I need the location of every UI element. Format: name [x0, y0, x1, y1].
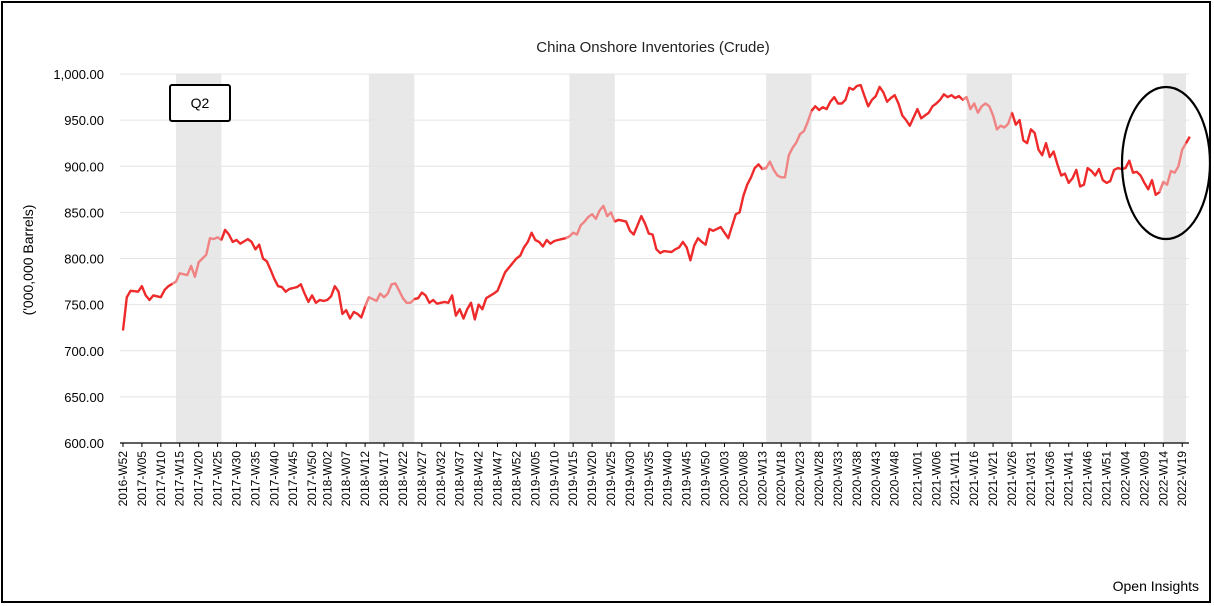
x-tick-label: 2016-W52 [116, 451, 130, 507]
x-tick-label: 2022-W04 [1118, 451, 1132, 507]
x-tick-label: 2017-W10 [154, 451, 168, 507]
x-tick-label: 2017-W15 [173, 451, 187, 507]
x-tick-label: 2021-W41 [1062, 451, 1076, 507]
x-tick-label: 2021-W16 [967, 451, 981, 507]
y-tick-label: 1,000.00 [53, 67, 104, 82]
x-tick-label: 2017-W50 [305, 451, 319, 507]
x-tick-label: 2020-W08 [736, 451, 750, 507]
series-line-segment-11 [1158, 136, 1191, 193]
x-tick-label: 2018-W47 [491, 451, 505, 507]
y-tick-label: 700.00 [64, 344, 104, 359]
y-tick-label: 950.00 [64, 113, 104, 128]
series-line-segment-1 [171, 229, 227, 285]
x-tick-label: 2019-W40 [661, 451, 675, 507]
x-tick-label: 2017-W25 [211, 451, 225, 507]
highlight-ellipse [1120, 85, 1209, 241]
x-tick-label: 2021-W46 [1081, 451, 1095, 507]
series-line-segment-5 [565, 204, 620, 240]
x-tick-label: 2021-W21 [986, 451, 1000, 507]
x-tick-label: 2020-W33 [831, 451, 845, 507]
x-tick-label: 2018-W17 [377, 451, 391, 507]
x-tick-label: 2019-W25 [604, 451, 618, 507]
x-tick-label: 2022-W09 [1137, 451, 1151, 507]
x-tick-label: 2020-W43 [869, 451, 883, 507]
x-tick-label: 2020-W48 [888, 451, 902, 507]
series-line-segment-9 [962, 95, 1017, 131]
x-tick-label: 2017-W05 [135, 451, 149, 507]
line-chart: 600.00 650.00 700.00 750.00 800.00 850.00 900.… [20, 39, 1209, 594]
x-tick-label: 2019-W05 [528, 451, 542, 507]
series-line-segment-4 [414, 231, 570, 321]
x-tick-label: 2017-W30 [229, 451, 243, 507]
x-tick-label: 2021-W51 [1100, 451, 1114, 507]
x-tick-label: 2018-W22 [396, 451, 410, 507]
series-line-segment-6 [614, 163, 767, 262]
x-tick-label: 2018-W02 [320, 451, 334, 507]
x-tick-label: 2022-W14 [1156, 451, 1170, 507]
x-tick-label: 2019-W30 [623, 451, 637, 507]
x-tick-label: 2020-W23 [793, 451, 807, 507]
x-tick-label: 2020-W28 [812, 451, 826, 507]
x-tick-label: 2019-W35 [642, 451, 656, 507]
y-tick-label: 750.00 [64, 298, 104, 313]
x-tick-label: 2021-W01 [910, 451, 924, 507]
x-tick-label: 2017-W20 [192, 451, 206, 507]
y-axis-ticks: 600.00 650.00 700.00 750.00 800.00 850.00 900.… [53, 67, 104, 451]
x-tick-label: 2021-W36 [1043, 451, 1057, 507]
x-tick-label: 2020-W38 [850, 451, 864, 507]
x-tick-label: 2021-W11 [948, 451, 962, 506]
chart-title: China Onshore Inventories (Crude) [536, 39, 769, 56]
series-line-segment-0 [121, 280, 177, 331]
x-tick-label: 2022-W19 [1175, 451, 1189, 507]
annotations: Q2 [169, 84, 1209, 241]
series-line-segment-7 [762, 105, 817, 179]
y-tick-label: 850.00 [64, 205, 104, 220]
x-tick-label: 2017-W40 [267, 451, 281, 507]
x-tick-label: 2020-W03 [717, 451, 731, 507]
x-tick-label: 2019-W20 [585, 451, 599, 507]
x-axis: 2016-W52 2017-W05 2017-W10 2017-W15 2017-W20… [116, 442, 1189, 507]
source-label: Open Insights [1113, 578, 1199, 594]
x-tick-label: 2019-W15 [566, 451, 580, 507]
x-tick-label: 2021-W26 [1005, 451, 1019, 507]
x-tick-label: 2019-W10 [547, 451, 561, 507]
y-tick-label: 900.00 [64, 159, 104, 174]
q2-annotation-label: Q2 [191, 95, 210, 111]
x-tick-label: 2018-W12 [358, 451, 372, 507]
series-line-segment-8 [810, 83, 968, 127]
y-tick-label: 650.00 [64, 390, 104, 405]
x-tick-label: 2019-W45 [680, 451, 694, 507]
x-tick-label: 2017-W45 [286, 451, 300, 507]
x-tick-label: 2018-W27 [415, 451, 429, 507]
x-tick-label: 2021-W06 [929, 451, 943, 507]
x-tick-label: 2021-W31 [1024, 451, 1038, 507]
x-tick-label: 2018-W37 [453, 451, 467, 507]
x-tick-label: 2018-W52 [509, 451, 523, 507]
q2-annotation-box [169, 84, 231, 122]
x-tick-label: 2018-W32 [434, 451, 448, 507]
x-tick-label: 2018-W07 [339, 451, 353, 507]
series-line-segment-3 [363, 282, 419, 307]
y-tick-label: 600.00 [64, 436, 104, 451]
y-axis-label: ('000,000 Barrels) [20, 205, 36, 316]
series-lines [121, 83, 1191, 331]
series-line-segment-2 [220, 228, 371, 320]
series-line-segment-10 [1010, 112, 1165, 197]
y-tick-label: 800.00 [64, 252, 104, 267]
x-tick-label: 2018-W42 [472, 451, 486, 507]
series-line-segment-12 [1184, 136, 1191, 144]
x-tick-label: 2019-W50 [699, 451, 713, 507]
x-tick-label: 2017-W35 [248, 451, 262, 507]
gridlines [120, 73, 1189, 398]
x-tick-label: 2020-W18 [774, 451, 788, 507]
x-tick-label: 2020-W13 [755, 451, 769, 507]
